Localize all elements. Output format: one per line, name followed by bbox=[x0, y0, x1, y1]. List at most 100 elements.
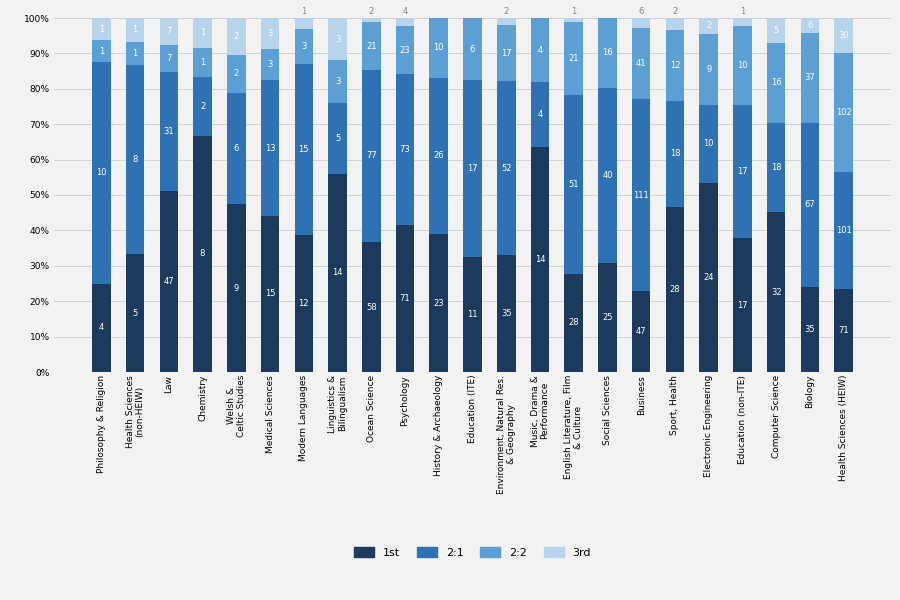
Bar bbox=[464, 80, 482, 257]
Text: 26: 26 bbox=[434, 151, 444, 160]
Text: 52: 52 bbox=[501, 164, 511, 173]
Bar bbox=[632, 99, 651, 291]
Bar bbox=[801, 123, 819, 287]
Text: 32: 32 bbox=[771, 288, 781, 297]
Text: 2: 2 bbox=[200, 102, 205, 111]
Bar bbox=[734, 18, 752, 26]
Bar bbox=[194, 77, 212, 136]
Bar bbox=[362, 242, 381, 372]
Text: 40: 40 bbox=[602, 171, 613, 180]
Text: 1: 1 bbox=[99, 25, 104, 34]
Text: 41: 41 bbox=[636, 59, 646, 68]
Bar bbox=[261, 80, 279, 216]
Text: 16: 16 bbox=[602, 49, 613, 58]
Bar bbox=[801, 18, 819, 32]
Text: 71: 71 bbox=[400, 294, 410, 303]
Bar bbox=[362, 22, 381, 70]
Text: 77: 77 bbox=[366, 151, 376, 160]
Text: 71: 71 bbox=[839, 326, 849, 335]
Bar bbox=[531, 82, 549, 147]
Text: 51: 51 bbox=[569, 180, 579, 189]
Text: 16: 16 bbox=[771, 79, 781, 88]
Bar bbox=[159, 191, 178, 372]
Text: 14: 14 bbox=[332, 268, 343, 277]
Text: 7: 7 bbox=[166, 54, 172, 63]
Text: 14: 14 bbox=[535, 255, 545, 264]
Text: 101: 101 bbox=[836, 226, 851, 235]
Text: 15: 15 bbox=[299, 145, 309, 154]
Text: 4: 4 bbox=[99, 323, 104, 332]
Bar bbox=[734, 26, 752, 104]
Text: 5: 5 bbox=[335, 134, 340, 143]
Bar bbox=[767, 18, 786, 43]
Text: 35: 35 bbox=[501, 309, 511, 318]
Text: 3: 3 bbox=[267, 29, 273, 38]
Text: 18: 18 bbox=[670, 149, 680, 158]
Text: 102: 102 bbox=[836, 108, 851, 117]
Text: 2: 2 bbox=[504, 7, 508, 16]
Text: 4: 4 bbox=[537, 110, 543, 119]
Bar bbox=[767, 123, 786, 212]
Bar bbox=[699, 18, 718, 34]
Text: 30: 30 bbox=[839, 31, 849, 40]
Text: 11: 11 bbox=[467, 310, 478, 319]
Text: 10: 10 bbox=[704, 139, 714, 148]
Bar bbox=[328, 61, 346, 103]
Bar bbox=[396, 74, 414, 225]
Text: 21: 21 bbox=[569, 54, 579, 63]
Bar bbox=[429, 234, 448, 372]
Text: 28: 28 bbox=[670, 285, 680, 294]
Text: 5: 5 bbox=[132, 308, 138, 317]
Bar bbox=[464, 18, 482, 80]
Bar bbox=[261, 18, 279, 49]
Text: 35: 35 bbox=[805, 325, 815, 334]
Text: 67: 67 bbox=[805, 200, 815, 209]
Legend: 1st, 2:1, 2:2, 3rd: 1st, 2:1, 2:2, 3rd bbox=[354, 547, 591, 558]
Text: 9: 9 bbox=[706, 65, 711, 74]
Bar bbox=[261, 49, 279, 80]
Bar bbox=[126, 254, 144, 372]
Text: 24: 24 bbox=[704, 273, 714, 282]
Bar bbox=[598, 263, 616, 372]
Bar bbox=[294, 29, 313, 64]
Text: 2: 2 bbox=[672, 7, 678, 16]
Bar bbox=[227, 18, 246, 55]
Bar bbox=[429, 18, 448, 78]
Bar bbox=[598, 18, 616, 88]
Bar bbox=[396, 225, 414, 372]
Bar bbox=[126, 41, 144, 65]
Text: 6: 6 bbox=[470, 45, 475, 54]
Text: 1: 1 bbox=[99, 47, 104, 56]
Text: 47: 47 bbox=[164, 277, 174, 286]
Bar bbox=[666, 30, 684, 101]
Text: 17: 17 bbox=[501, 49, 511, 58]
Text: 28: 28 bbox=[569, 319, 579, 328]
Bar bbox=[632, 18, 651, 28]
Text: 10: 10 bbox=[434, 43, 444, 52]
Bar bbox=[767, 212, 786, 372]
Bar bbox=[362, 70, 381, 242]
Bar bbox=[159, 18, 178, 45]
Bar bbox=[294, 235, 313, 372]
Bar bbox=[396, 18, 414, 26]
Bar bbox=[834, 53, 853, 172]
Bar bbox=[564, 22, 583, 95]
Text: 17: 17 bbox=[737, 301, 748, 310]
Text: 111: 111 bbox=[634, 191, 649, 199]
Bar bbox=[531, 18, 549, 82]
Bar bbox=[194, 47, 212, 77]
Text: 2: 2 bbox=[369, 7, 374, 16]
Bar bbox=[632, 28, 651, 99]
Text: 12: 12 bbox=[670, 61, 680, 70]
Bar bbox=[126, 18, 144, 41]
Bar bbox=[227, 205, 246, 372]
Text: 12: 12 bbox=[299, 299, 309, 308]
Text: 37: 37 bbox=[805, 73, 815, 82]
Bar bbox=[227, 55, 246, 92]
Text: 6: 6 bbox=[638, 7, 644, 16]
Text: 5: 5 bbox=[774, 26, 778, 35]
Bar bbox=[159, 72, 178, 191]
Bar bbox=[328, 18, 346, 61]
Bar bbox=[92, 18, 111, 40]
Bar bbox=[497, 25, 516, 82]
